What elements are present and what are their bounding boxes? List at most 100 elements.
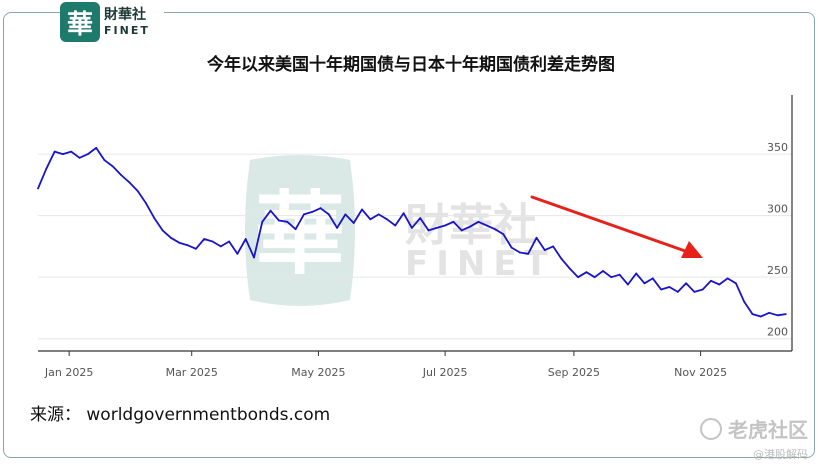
data-point <box>411 227 413 229</box>
y-tick-label: 300 <box>767 203 788 216</box>
data-point <box>593 276 596 279</box>
author-handle: @港股解码 <box>753 448 808 461</box>
data-point <box>278 219 280 222</box>
finet-logo: 華 財華社 FINET <box>60 0 164 44</box>
tiger-community-watermark: 老虎社区 <box>700 414 808 443</box>
data-point <box>319 207 322 210</box>
data-point <box>452 220 455 223</box>
data-point <box>676 291 679 293</box>
data-point <box>136 190 139 192</box>
x-tick-label: Jul 2025 <box>422 366 468 379</box>
data-point <box>735 282 737 285</box>
watermark-seal-icon <box>245 155 355 306</box>
data-point <box>643 282 646 285</box>
data-point <box>336 227 338 229</box>
data-point <box>477 220 480 223</box>
data-point <box>344 213 347 216</box>
data-point <box>560 257 563 260</box>
watermark-name-en: FINET <box>405 244 556 284</box>
data-point <box>651 277 654 280</box>
data-point <box>87 153 89 156</box>
finet-seal-icon: 華 <box>60 2 100 42</box>
y-tick-label: 250 <box>767 264 788 277</box>
data-point <box>394 224 397 227</box>
data-point <box>311 211 314 213</box>
x-tick-label: Sep 2025 <box>548 366 600 379</box>
data-point <box>469 225 471 228</box>
data-point <box>602 270 604 272</box>
x-tick-label: Mar 2025 <box>166 366 218 379</box>
data-point <box>660 288 662 291</box>
arrow-shaft <box>530 195 690 254</box>
data-point <box>485 224 488 227</box>
data-point <box>635 272 638 275</box>
data-point <box>203 238 206 240</box>
grid-lines <box>38 153 792 340</box>
data-point <box>568 267 571 270</box>
data-point <box>618 273 621 276</box>
data-point <box>759 315 762 318</box>
data-point <box>784 313 787 315</box>
data-point <box>726 277 729 280</box>
axes <box>38 95 793 356</box>
data-point <box>62 153 64 156</box>
data-point <box>161 229 164 232</box>
data-point <box>303 213 305 216</box>
finet-watermark: 華 財華社 FINET <box>245 155 556 306</box>
data-point <box>552 245 554 248</box>
y-tick-label: 200 <box>767 326 788 339</box>
data-point <box>78 156 81 159</box>
chart-frame <box>3 12 815 458</box>
data-point <box>178 241 181 244</box>
data-point <box>610 276 613 279</box>
data-point <box>535 236 538 239</box>
data-point <box>244 238 247 240</box>
chart-title: 今年以来美国十年期国债与日本十年期国债利差走势图 <box>207 55 615 75</box>
watermark-seal-glyph: 華 <box>255 181 345 287</box>
data-point <box>95 147 98 149</box>
x-tick-label: Nov 2025 <box>674 366 727 379</box>
data-point <box>236 252 239 255</box>
logo-name-cn: 財華社 <box>104 7 146 23</box>
data-point <box>352 222 355 224</box>
data-point <box>527 252 530 255</box>
data-point <box>327 213 330 216</box>
data-point <box>402 212 405 215</box>
data-point <box>627 283 629 286</box>
tiger-logo-icon <box>700 417 722 440</box>
x-tick-label: May 2025 <box>291 366 345 379</box>
data-point <box>435 227 438 229</box>
logo-name-en: FINET <box>104 24 150 37</box>
data-point <box>718 283 721 286</box>
data-point <box>668 286 671 288</box>
data-point <box>577 276 579 279</box>
data-point <box>219 245 222 248</box>
tick-labels: 350 300 250 200 Jan 2025 Mar 2025 May 2025 Jul … <box>44 141 788 379</box>
data-point <box>502 233 505 236</box>
data-point <box>494 228 496 231</box>
data-point <box>128 181 131 184</box>
downtrend-arrow <box>530 195 703 258</box>
data-point <box>145 202 147 205</box>
data-point <box>377 213 380 216</box>
data-point <box>103 159 106 162</box>
tiger-community-name: 老虎社区 <box>728 418 808 442</box>
data-point <box>53 150 56 153</box>
data-point <box>369 218 372 221</box>
data-point <box>70 150 73 153</box>
data-point <box>743 300 746 303</box>
data-point <box>361 208 363 211</box>
arrow-head <box>681 241 703 258</box>
data-point <box>170 236 172 239</box>
data-point <box>460 229 463 232</box>
data-point <box>261 220 264 223</box>
data-point <box>37 187 39 190</box>
data-point <box>701 288 704 291</box>
data-point <box>751 313 754 315</box>
data-point <box>444 224 446 227</box>
data-point <box>543 249 546 252</box>
spread-series-points <box>37 147 787 318</box>
data-point <box>585 271 588 274</box>
data-point <box>253 256 255 259</box>
data-point <box>111 165 114 168</box>
